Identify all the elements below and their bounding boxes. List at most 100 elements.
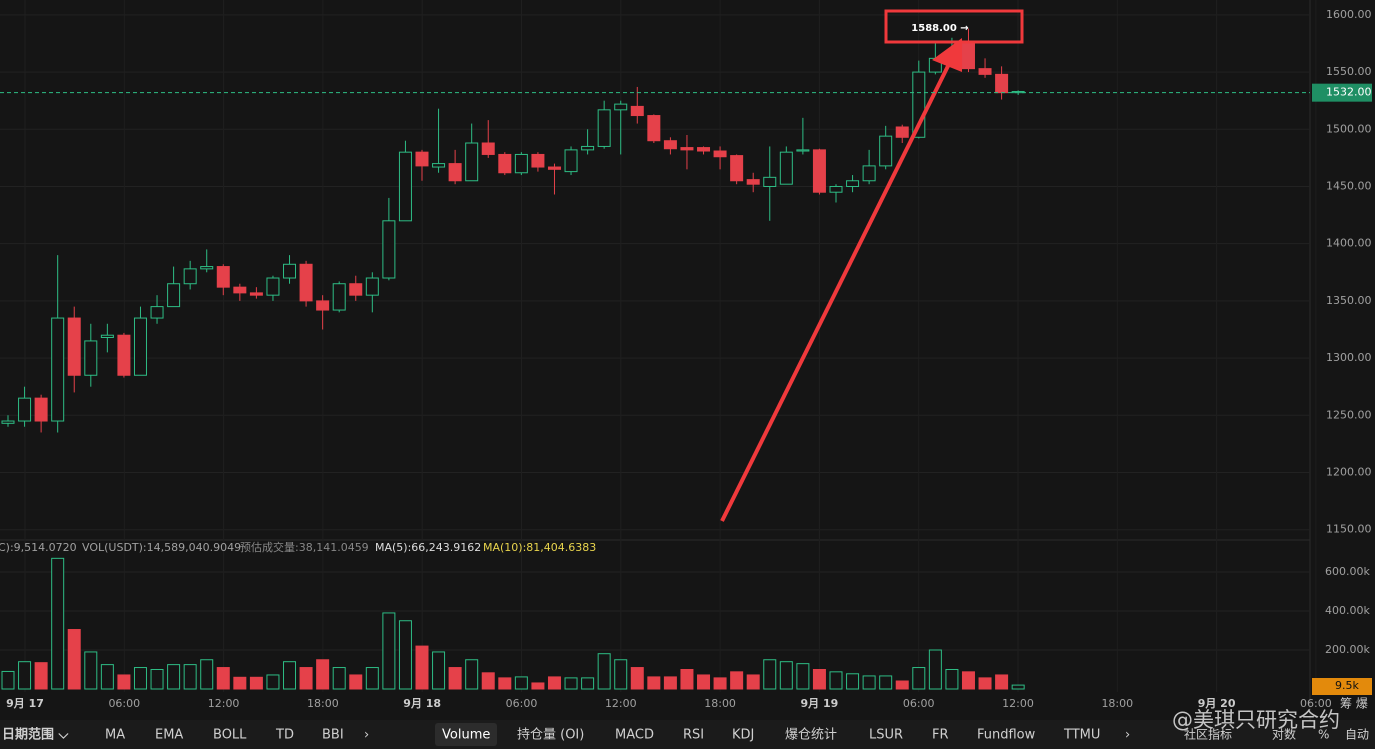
candle-body	[266, 277, 280, 296]
volume-bar	[763, 659, 777, 690]
toolbar-right: 社区指标	[1184, 727, 1232, 742]
candle-body	[432, 163, 446, 168]
y-tick-label: 1500.00	[1326, 122, 1372, 135]
volume-bar	[415, 645, 429, 690]
toolbar-tab: 爆仓统计	[785, 728, 837, 743]
x-tick-label: 06:00	[108, 697, 140, 710]
volume-bar	[879, 675, 893, 690]
v-tick-label: 400.00k	[1325, 604, 1370, 617]
volume-bar	[846, 673, 860, 690]
candle-body	[995, 73, 1009, 94]
volume-bar	[117, 674, 131, 690]
candle-body	[349, 283, 363, 296]
candle-body	[100, 334, 114, 338]
candle-body	[448, 163, 462, 182]
candle-body	[382, 220, 396, 279]
volume-bar	[233, 676, 247, 690]
candle-body	[365, 277, 379, 296]
volume-bar	[564, 677, 578, 690]
arrow-shaft	[720, 61, 952, 522]
volume-bar	[796, 663, 810, 690]
candle-body	[299, 263, 313, 302]
toolbar-tab: Volume	[442, 728, 490, 743]
toolbar-tab: LSUR	[869, 728, 903, 743]
y-tick-label: 1200.00	[1326, 466, 1372, 479]
candle-body	[1, 420, 15, 424]
candle-body	[167, 283, 181, 308]
candle-body	[779, 151, 793, 185]
y-tick-label: 1150.00	[1326, 523, 1372, 536]
volume-bar	[18, 661, 32, 690]
y-tick-label: 1400.00	[1326, 237, 1372, 250]
volume-bar	[531, 682, 545, 690]
volume-bar	[200, 659, 214, 690]
candle-body	[316, 300, 330, 311]
candle-body	[630, 105, 644, 117]
candle-body	[862, 165, 876, 182]
candle-body	[680, 147, 694, 151]
volume-bar	[249, 676, 263, 690]
toolbar-tab: RSI	[683, 728, 704, 743]
volume-bar	[995, 674, 1009, 690]
x-tick-label: 06:00	[903, 697, 935, 710]
candle-body	[713, 150, 727, 158]
toolbar-tab: ›	[1125, 728, 1130, 743]
volume-bar	[382, 612, 396, 690]
y-tick-label: 1300.00	[1326, 351, 1372, 364]
candle-body	[183, 268, 197, 285]
volume-bar	[216, 667, 230, 690]
candle-body	[829, 185, 843, 193]
candle-body	[663, 140, 677, 150]
y-tick-label: 1550.00	[1326, 65, 1372, 78]
toolbar-right: %	[1318, 728, 1329, 742]
candle-body	[763, 176, 777, 187]
arrow-head	[932, 38, 962, 72]
volume-bar	[895, 680, 909, 690]
x-tick-label: 18:00	[307, 697, 339, 710]
volume-bar	[581, 677, 595, 690]
x-tick-label: 9月 17	[6, 697, 44, 710]
toolbar-item: ›	[364, 728, 369, 743]
candle-body	[84, 340, 98, 376]
candle-body	[614, 103, 628, 111]
candle-body	[34, 397, 48, 422]
candle-body	[978, 68, 992, 75]
candle-body	[514, 153, 528, 174]
x-tick-label: 18:00	[704, 697, 736, 710]
volume-bar	[630, 667, 644, 690]
last-volume-badge	[1312, 678, 1372, 695]
candle-body	[283, 263, 297, 279]
candle-body	[233, 286, 247, 294]
toolbar-item: BBI	[322, 728, 344, 743]
volume-bar	[713, 677, 727, 690]
y-tick-label: 1600.00	[1326, 8, 1372, 21]
volume-bar	[133, 667, 147, 690]
y-tick-label: 1450.00	[1326, 179, 1372, 192]
volume-bar	[514, 676, 528, 690]
candle-body	[961, 40, 975, 70]
volume-bar	[100, 664, 114, 690]
candle-body	[51, 317, 65, 422]
candle-body	[547, 166, 561, 170]
legend-text: C):9,514.0720	[0, 541, 77, 554]
candle-body	[597, 109, 611, 147]
volume-bar	[448, 667, 462, 690]
watermark: @美琪只研究合约	[1172, 708, 1340, 732]
volume-bar	[547, 676, 561, 690]
toolbar-right: 对数	[1272, 727, 1296, 742]
volume-bar	[862, 675, 876, 690]
volume-bar	[283, 661, 297, 690]
candle-body	[133, 317, 147, 376]
x-tick-label: 12:00	[1002, 697, 1034, 710]
y-tick-label: 1350.00	[1326, 294, 1372, 307]
tab-active	[435, 723, 497, 746]
legend-est: 预估成交量:38,141.0459	[240, 540, 369, 554]
candle-body	[216, 266, 230, 288]
volume-bar	[829, 671, 843, 690]
candle-body	[249, 292, 263, 296]
toolbar-tab: MACD	[615, 728, 654, 743]
volume-bar	[961, 671, 975, 690]
volume-bar	[730, 671, 744, 690]
volume-bar	[150, 668, 164, 690]
